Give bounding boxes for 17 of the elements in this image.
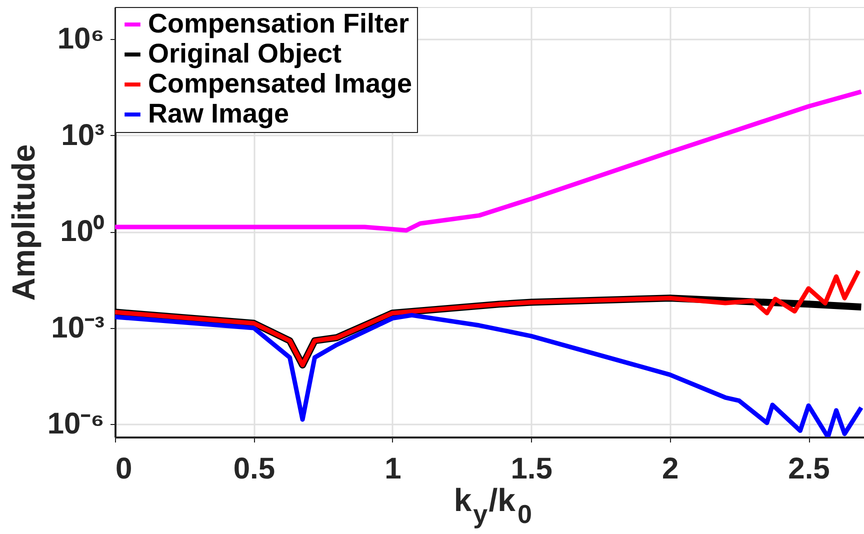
x-tick-label: 0 <box>116 452 132 486</box>
x-tick-label: 0.5 <box>233 452 276 486</box>
y-tick-label: 10³ <box>61 118 105 152</box>
y-tick-label: 10⁰ <box>60 214 104 248</box>
x-tick-label: 1 <box>384 452 402 486</box>
y-tick-label: 10⁶ <box>57 22 104 56</box>
y-axis-title: Amplitude <box>5 144 42 301</box>
y-tick-label: 10⁻⁶ <box>47 408 104 441</box>
legend-label: Original Object <box>148 38 342 68</box>
x-tick-label: 2 <box>662 452 679 486</box>
legend-label: Compensation Filter <box>148 8 410 38</box>
legend-label: Raw Image <box>148 98 290 128</box>
x-tick-label: 1.5 <box>510 452 552 486</box>
x-tick-label: 2.5 <box>788 452 830 486</box>
y-tick-label: 10⁻³ <box>51 311 105 344</box>
legend-label: Compensated Image <box>148 68 412 98</box>
line-series <box>115 268 861 368</box>
